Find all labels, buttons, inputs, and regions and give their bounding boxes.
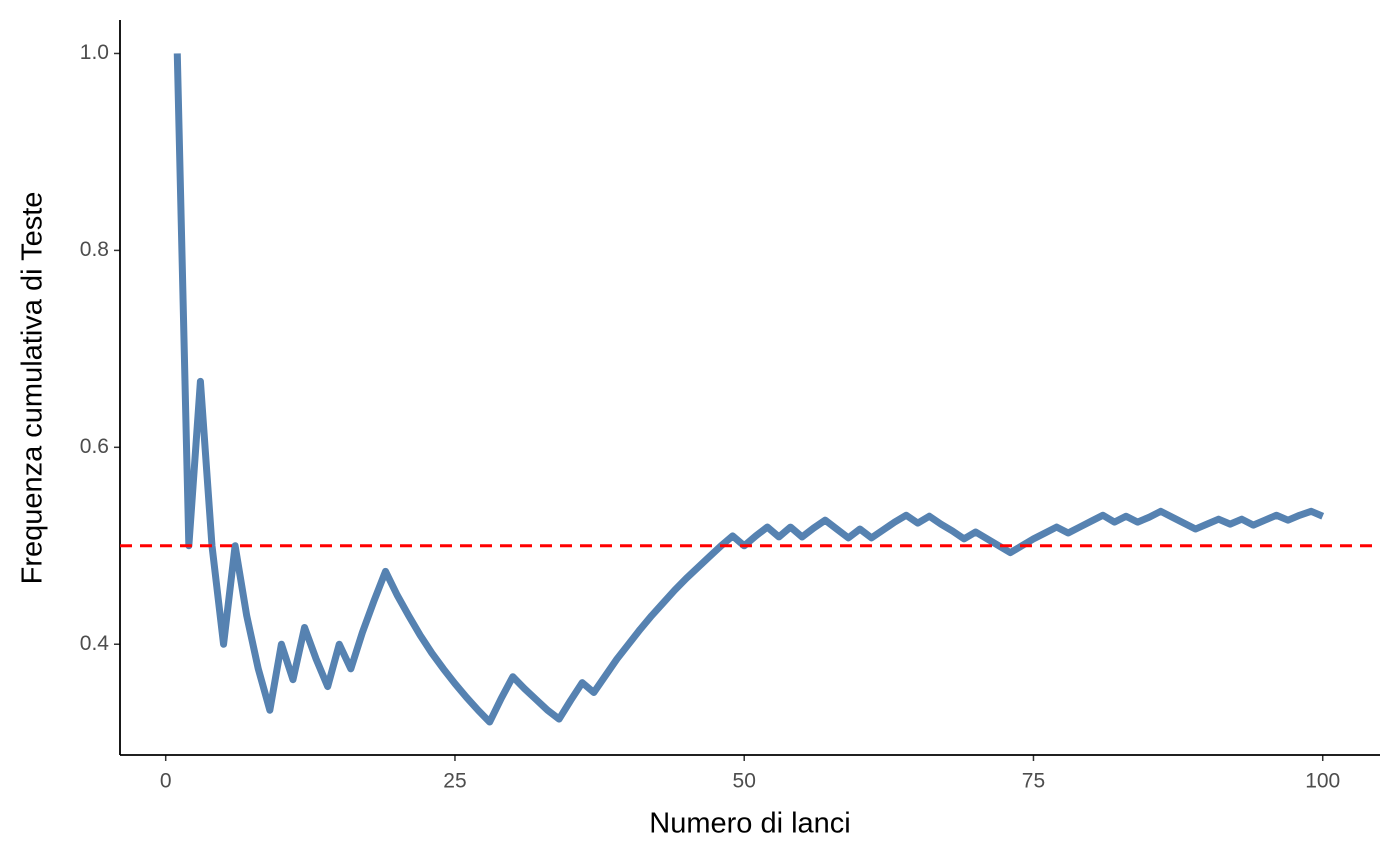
- x-tick-label: 50: [733, 770, 756, 793]
- x-axis-title: Numero di lanci: [649, 808, 850, 840]
- x-tick-label: 75: [1022, 770, 1045, 793]
- y-tick-label: 1.0: [80, 41, 109, 64]
- y-axis-title: Frequenza cumulativa di Teste: [17, 192, 49, 585]
- y-tick-label: 0.4: [80, 632, 110, 655]
- x-tick-label: 25: [443, 770, 466, 793]
- x-tick-label: 100: [1305, 770, 1340, 793]
- x-tick-label: 0: [160, 770, 172, 793]
- y-tick-label: 0.8: [80, 238, 109, 261]
- data-line: [173, 53, 1325, 726]
- y-tick-label: 0.6: [80, 435, 109, 458]
